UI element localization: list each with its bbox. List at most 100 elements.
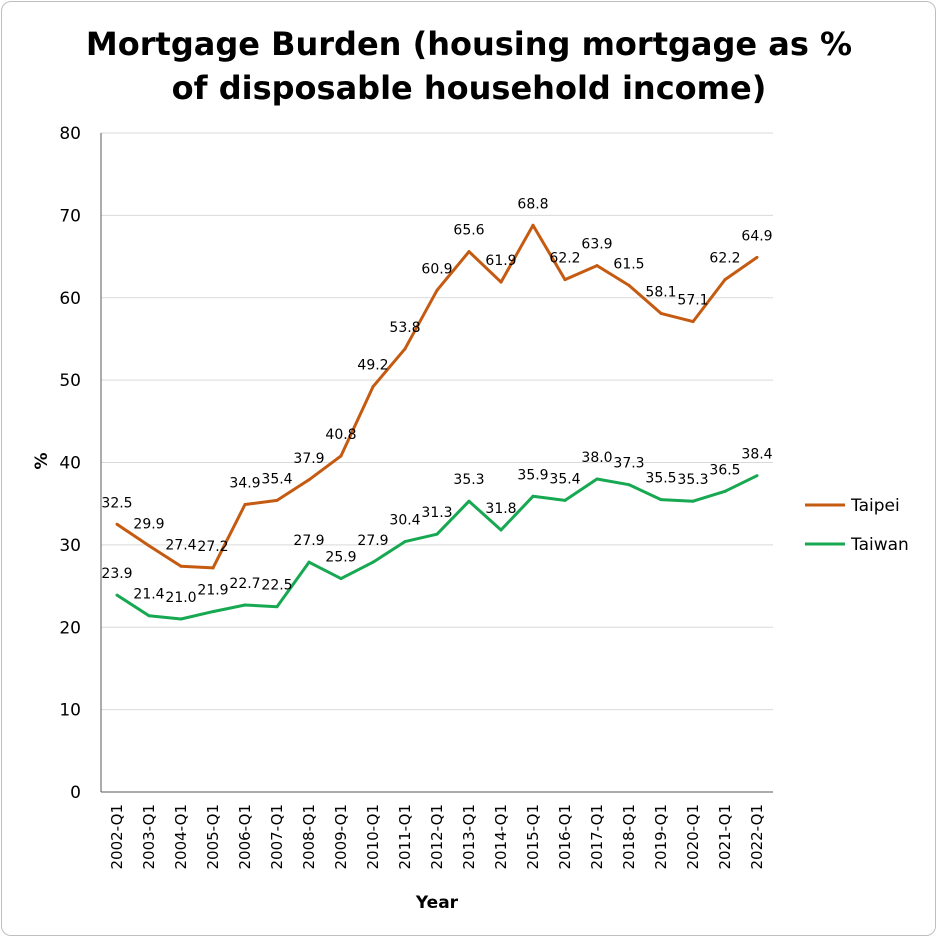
point-taipei xyxy=(115,522,119,526)
data-label-taipei: 61.5 xyxy=(613,256,644,272)
x-tick-label: 2010-Q1 xyxy=(364,804,382,870)
point-taipei xyxy=(755,255,759,259)
y-axis-ticks: 0 10 20 30 40 50 60 70 80 xyxy=(59,124,81,803)
point-taipei xyxy=(147,544,151,548)
data-label-taiwan: 22.7 xyxy=(229,576,260,592)
x-tick-label: 2011-Q1 xyxy=(396,804,414,870)
x-tick-label: 2019-Q1 xyxy=(652,804,670,870)
y-tick-label: 50 xyxy=(59,371,81,391)
x-tick-label: 2017-Q1 xyxy=(588,804,606,870)
data-label-taipei: 57.1 xyxy=(677,293,708,309)
y-tick-label: 70 xyxy=(59,206,81,226)
data-label-taipei: 61.9 xyxy=(485,253,516,269)
point-taipei xyxy=(211,566,215,570)
point-taipei xyxy=(275,498,279,502)
data-label-taipei: 34.9 xyxy=(229,476,260,492)
x-axis-ticks: 2002-Q1 2003-Q1 2004-Q1 2005-Q1 2006-Q1 2007-… xyxy=(108,804,766,870)
point-taipei xyxy=(371,385,375,389)
data-label-taiwan: 30.4 xyxy=(389,513,420,529)
point-taipei xyxy=(403,347,407,351)
x-tick-label: 2016-Q1 xyxy=(556,804,574,870)
y-tick-label: 80 xyxy=(59,124,81,144)
x-tick-label: 2022-Q1 xyxy=(748,804,766,870)
point-taipei xyxy=(243,503,247,507)
x-tick-label: 2015-Q1 xyxy=(524,804,542,870)
data-label-taipei: 65.6 xyxy=(453,223,484,239)
data-label-taiwan: 21.0 xyxy=(165,590,196,606)
data-label-taipei: 62.2 xyxy=(549,251,580,267)
y-tick-label: 60 xyxy=(59,289,81,309)
point-taiwan xyxy=(403,540,407,544)
point-taipei xyxy=(499,280,503,284)
point-taipei xyxy=(339,454,343,458)
x-tick-label: 2020-Q1 xyxy=(684,804,702,870)
point-taipei xyxy=(531,223,535,227)
data-label-taiwan: 35.5 xyxy=(645,471,676,487)
point-taiwan xyxy=(531,494,535,498)
point-taiwan xyxy=(275,605,279,609)
point-taipei xyxy=(467,250,471,254)
y-axis-title: % xyxy=(32,452,52,469)
point-taipei xyxy=(307,478,311,482)
point-taiwan xyxy=(435,532,439,536)
legend-label-taiwan: Taiwan xyxy=(850,535,909,555)
x-axis-title: Year xyxy=(415,893,459,913)
x-tick-label: 2021-Q1 xyxy=(716,804,734,870)
point-taipei xyxy=(435,288,439,292)
data-label-taipei: 53.8 xyxy=(389,320,420,336)
data-label-taipei: 27.4 xyxy=(165,537,196,553)
data-label-taiwan: 31.3 xyxy=(421,505,452,521)
x-tick-label: 2012-Q1 xyxy=(428,804,446,870)
data-label-taiwan: 31.8 xyxy=(485,501,516,517)
point-taiwan xyxy=(115,593,119,597)
data-label-taiwan: 35.4 xyxy=(549,471,580,487)
point-taiwan xyxy=(563,498,567,502)
chart-title-line-2: of disposable household income) xyxy=(172,69,767,107)
data-label-taipei: 37.9 xyxy=(293,451,324,467)
point-taiwan xyxy=(467,499,471,503)
x-tick-label: 2008-Q1 xyxy=(300,804,318,870)
data-label-taiwan: 35.9 xyxy=(517,467,548,483)
data-label-taipei: 29.9 xyxy=(133,517,164,533)
point-taiwan xyxy=(627,483,631,487)
point-taiwan xyxy=(243,603,247,607)
point-taiwan xyxy=(307,560,311,564)
data-label-taiwan: 27.9 xyxy=(357,533,388,549)
data-label-taipei: 27.2 xyxy=(197,539,228,555)
data-label-taipei: 35.4 xyxy=(261,471,292,487)
x-tick-label: 2009-Q1 xyxy=(332,804,350,870)
x-tick-label: 2006-Q1 xyxy=(236,804,254,870)
point-taipei xyxy=(627,283,631,287)
x-tick-label: 2005-Q1 xyxy=(204,804,222,870)
data-label-taipei: 32.5 xyxy=(101,495,132,511)
x-tick-label: 2004-Q1 xyxy=(172,804,190,870)
x-tick-label: 2018-Q1 xyxy=(620,804,638,870)
x-tick-label: 2014-Q1 xyxy=(492,804,510,870)
data-label-taipei: 58.1 xyxy=(645,284,676,300)
point-taipei xyxy=(563,278,567,282)
data-label-taiwan: 22.5 xyxy=(261,578,292,594)
data-label-taipei: 68.8 xyxy=(517,196,548,212)
gridlines xyxy=(100,132,773,793)
data-label-taiwan: 27.9 xyxy=(293,533,324,549)
point-taiwan xyxy=(147,614,151,618)
point-taiwan xyxy=(595,477,599,481)
point-taiwan xyxy=(179,617,183,621)
point-taipei xyxy=(595,264,599,268)
data-label-taiwan: 21.4 xyxy=(133,587,164,603)
y-tick-label: 40 xyxy=(59,454,81,474)
data-label-taipei: 60.9 xyxy=(421,261,452,277)
point-taipei xyxy=(659,311,663,315)
y-tick-label: 0 xyxy=(70,783,81,803)
point-taiwan xyxy=(339,577,343,581)
data-label-taipei: 64.9 xyxy=(741,228,772,244)
data-label-taipei: 49.2 xyxy=(357,358,388,374)
point-taiwan xyxy=(723,489,727,493)
legend-label-taipei: Taipei xyxy=(850,496,900,516)
chart-title-line-1: Mortgage Burden (housing mortgage as % xyxy=(86,25,852,63)
point-taiwan xyxy=(371,560,375,564)
point-taipei xyxy=(691,320,695,324)
data-label-taiwan: 25.9 xyxy=(325,550,356,566)
